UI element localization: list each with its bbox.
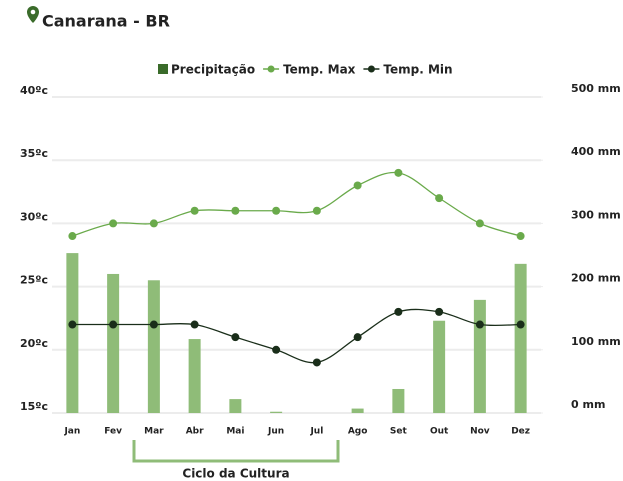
marker xyxy=(68,320,77,329)
marker xyxy=(272,345,281,354)
marker xyxy=(353,181,362,190)
x-tick-label: Fev xyxy=(104,427,122,437)
y2-tick-label: 200 mm xyxy=(571,272,621,285)
marker xyxy=(475,320,484,329)
y-tick-label: 15ºc xyxy=(20,400,48,413)
bar xyxy=(514,263,527,413)
annotation: Ciclo da Cultura xyxy=(182,467,289,481)
x-tick-label: Dez xyxy=(511,427,530,437)
y-tick-label: 35ºc xyxy=(20,147,48,160)
legend-label: Temp. Min xyxy=(383,63,452,77)
x-tick-label: Abr xyxy=(186,427,204,437)
marker xyxy=(516,232,525,241)
marker xyxy=(231,206,240,215)
y2-tick-label: 300 mm xyxy=(571,208,621,221)
y2-tick-label: 100 mm xyxy=(571,335,621,348)
marker xyxy=(190,320,199,329)
bar xyxy=(147,280,160,413)
marker xyxy=(353,333,362,342)
x-tick-label: Ago xyxy=(348,427,368,437)
legend-marker xyxy=(367,65,375,73)
y-tick-label: 40ºc xyxy=(20,84,48,97)
x-tick-label: Jul xyxy=(309,427,323,437)
y-tick-label: 25ºc xyxy=(20,274,48,287)
marker xyxy=(435,194,444,203)
line xyxy=(72,171,521,237)
marker xyxy=(312,206,321,215)
bar xyxy=(270,411,283,413)
marker xyxy=(435,307,444,316)
marker xyxy=(68,232,77,241)
bar xyxy=(392,388,405,413)
legend-label: Precipitação xyxy=(171,63,255,77)
legend-swatch xyxy=(158,64,168,74)
bar xyxy=(188,339,201,413)
marker xyxy=(109,320,118,329)
x-tick-label: Set xyxy=(390,427,408,437)
legend-marker xyxy=(267,65,275,73)
bar xyxy=(433,320,446,413)
x-tick-label: Out xyxy=(430,427,449,437)
marker xyxy=(231,333,240,342)
bar xyxy=(66,253,79,413)
bar xyxy=(107,273,120,413)
marker xyxy=(394,168,403,177)
marker xyxy=(394,307,403,316)
bar xyxy=(473,299,486,413)
x-tick-label: Jun xyxy=(267,427,284,437)
pin-icon xyxy=(27,6,39,23)
legend-label: Temp. Max xyxy=(283,63,356,77)
x-tick-label: Mai xyxy=(226,427,244,437)
marker xyxy=(190,206,199,215)
y2-tick-label: 500 mm xyxy=(571,82,621,95)
line xyxy=(72,308,521,364)
y-tick-label: 30ºc xyxy=(20,210,48,223)
y2-tick-label: 400 mm xyxy=(571,145,621,158)
bar xyxy=(229,399,242,413)
y-tick-label: 20ºc xyxy=(20,337,48,350)
crop-cycle-bracket xyxy=(132,440,340,463)
x-tick-label: Mar xyxy=(144,427,164,437)
marker xyxy=(475,219,484,228)
marker xyxy=(109,219,118,228)
bar xyxy=(351,408,364,413)
chart-title: Canarana - BR xyxy=(42,12,170,31)
x-tick-label: Nov xyxy=(470,427,490,437)
pin-hole xyxy=(30,9,36,15)
marker xyxy=(272,206,281,215)
marker xyxy=(149,219,158,228)
y2-tick-label: 0 mm xyxy=(571,398,605,411)
marker xyxy=(312,358,321,367)
marker xyxy=(149,320,158,329)
marker xyxy=(516,320,525,329)
x-tick-label: Jan xyxy=(63,427,80,437)
